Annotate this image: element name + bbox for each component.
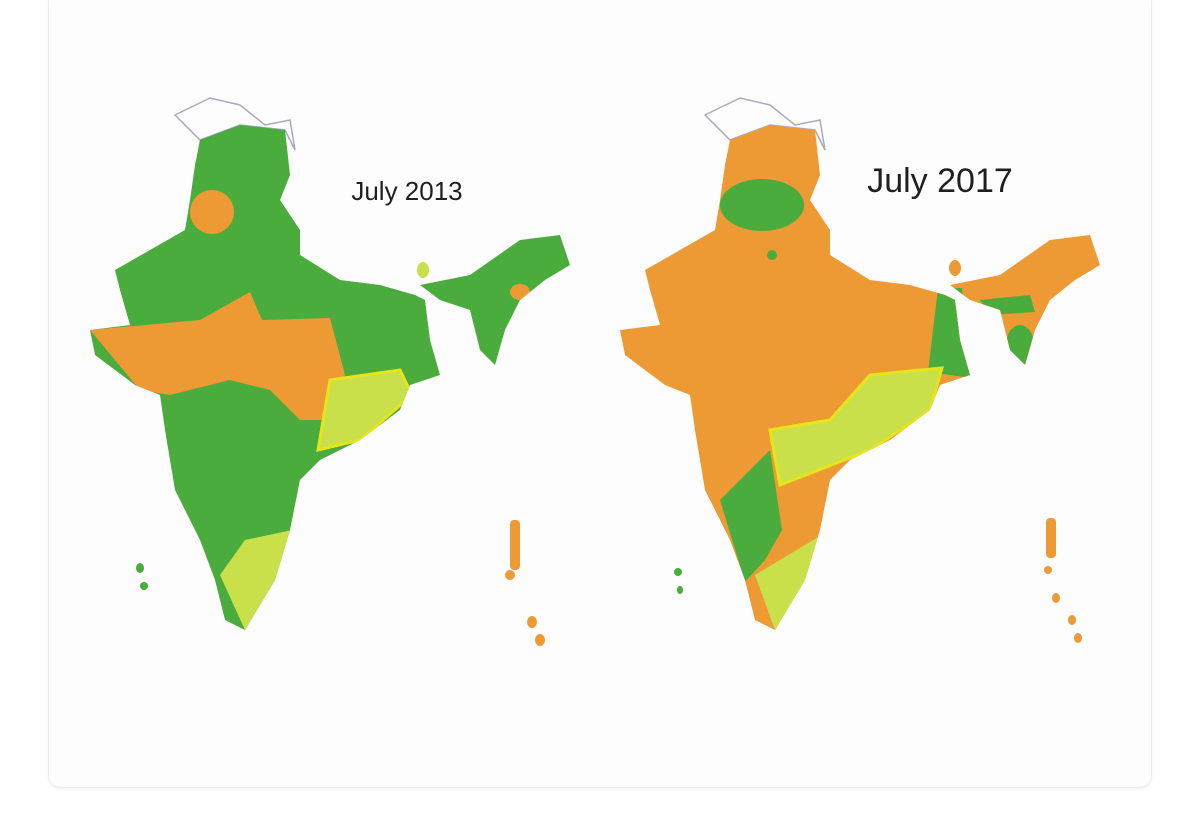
map-2013: July 2013 xyxy=(90,97,570,646)
map-2017: July 2017 xyxy=(620,97,1100,643)
map-label: July 2017 xyxy=(867,162,1013,200)
map-label: July 2013 xyxy=(351,176,462,206)
